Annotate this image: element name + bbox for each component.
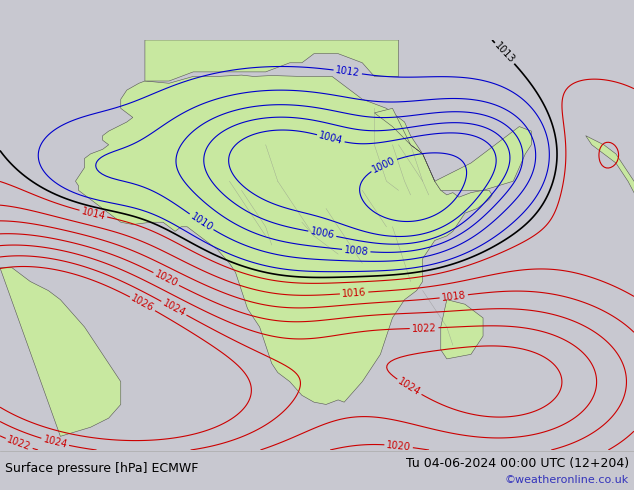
- Text: 1006: 1006: [309, 226, 335, 241]
- Text: 1024: 1024: [42, 434, 68, 450]
- Text: 1008: 1008: [344, 245, 369, 257]
- Text: 1016: 1016: [342, 287, 366, 299]
- Text: 1018: 1018: [441, 290, 467, 303]
- Polygon shape: [145, 40, 399, 81]
- Text: 1012: 1012: [335, 65, 361, 78]
- Polygon shape: [75, 75, 492, 404]
- Text: 1022: 1022: [411, 323, 437, 334]
- Polygon shape: [0, 268, 120, 436]
- Text: 1014: 1014: [81, 206, 107, 221]
- Polygon shape: [374, 108, 531, 190]
- Text: 1020: 1020: [153, 269, 179, 289]
- Text: 1020: 1020: [386, 440, 411, 452]
- Text: 1000: 1000: [371, 155, 397, 174]
- Text: Tu 04-06-2024 00:00 UTC (12+204): Tu 04-06-2024 00:00 UTC (12+204): [406, 457, 629, 469]
- Text: 1024: 1024: [160, 298, 187, 319]
- Polygon shape: [441, 300, 483, 359]
- Text: 1013: 1013: [493, 41, 517, 66]
- Text: ©weatheronline.co.uk: ©weatheronline.co.uk: [505, 475, 629, 485]
- Text: 1024: 1024: [396, 376, 422, 398]
- Polygon shape: [586, 136, 634, 209]
- Text: 1022: 1022: [6, 435, 32, 453]
- Text: 1026: 1026: [129, 294, 156, 314]
- Text: Surface pressure [hPa] ECMWF: Surface pressure [hPa] ECMWF: [5, 462, 198, 474]
- Text: 1004: 1004: [318, 130, 344, 147]
- Text: 1010: 1010: [188, 211, 214, 233]
